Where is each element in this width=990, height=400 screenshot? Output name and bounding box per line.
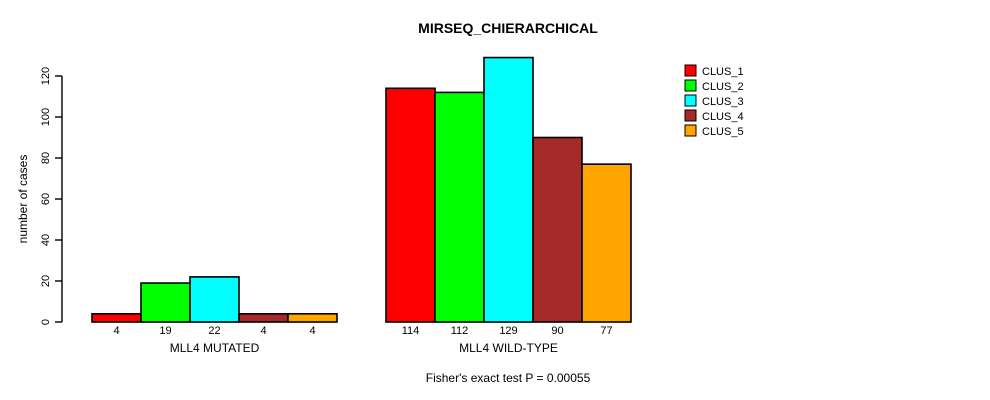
legend-label: CLUS_5	[702, 126, 744, 138]
bar-value-labels: 4 19 22 4 4 114 112 129 90 77	[113, 325, 612, 337]
y-tick-label: 60	[40, 193, 52, 205]
chart-title: MIRSEQ_CHIERARCHICAL	[418, 20, 598, 36]
bar-value-label: 19	[159, 325, 171, 337]
legend-label: CLUS_3	[702, 96, 744, 108]
legend-swatch	[684, 124, 697, 137]
bar	[581, 163, 632, 323]
bar	[483, 56, 534, 323]
y-axis-label: number of cases	[16, 155, 30, 244]
bar	[434, 91, 485, 323]
legend-label: CLUS_2	[702, 81, 744, 93]
y-tick-label: 0	[40, 319, 52, 325]
bar-value-label: 4	[309, 325, 315, 337]
legend-swatch	[684, 109, 697, 122]
group-labels: MLL4 MUTATED MLL4 WILD-TYPE	[170, 341, 558, 355]
legend-label: CLUS_4	[702, 111, 744, 123]
bar	[140, 282, 191, 323]
y-tick-label: 80	[40, 152, 52, 164]
y-tick-label: 100	[40, 108, 52, 126]
legend: CLUS_1 CLUS_2 CLUS_3 CLUS_4 CLUS_5	[684, 64, 744, 138]
bar	[385, 87, 436, 323]
y-axis: 0 20 40 60 80 100 120	[40, 67, 63, 325]
x-group-label: MLL4 WILD-TYPE	[459, 341, 558, 355]
x-group-label: MLL4 MUTATED	[170, 341, 260, 355]
bar-value-label: 4	[260, 325, 266, 337]
bar-value-label: 114	[402, 325, 420, 337]
bar-value-label: 22	[208, 325, 220, 337]
bar	[91, 312, 142, 323]
bar-value-label: 77	[600, 325, 612, 337]
legend-swatch	[684, 79, 697, 92]
bar	[238, 312, 289, 323]
bars	[91, 56, 632, 323]
y-tick-label: 20	[40, 275, 52, 287]
legend-swatch	[684, 64, 697, 77]
bar-value-label: 129	[499, 325, 517, 337]
bar-value-label: 90	[551, 325, 563, 337]
legend-swatch	[684, 94, 697, 107]
bar-value-label: 4	[113, 325, 119, 337]
bar	[532, 136, 583, 323]
bar-value-label: 112	[451, 325, 469, 337]
y-tick-label: 120	[40, 67, 52, 85]
subtitle-pvalue: Fisher's exact test P = 0.00055	[426, 371, 591, 385]
bar	[287, 312, 338, 323]
bar	[189, 276, 240, 323]
y-tick-label: 40	[40, 234, 52, 246]
legend-label: CLUS_1	[702, 66, 744, 78]
